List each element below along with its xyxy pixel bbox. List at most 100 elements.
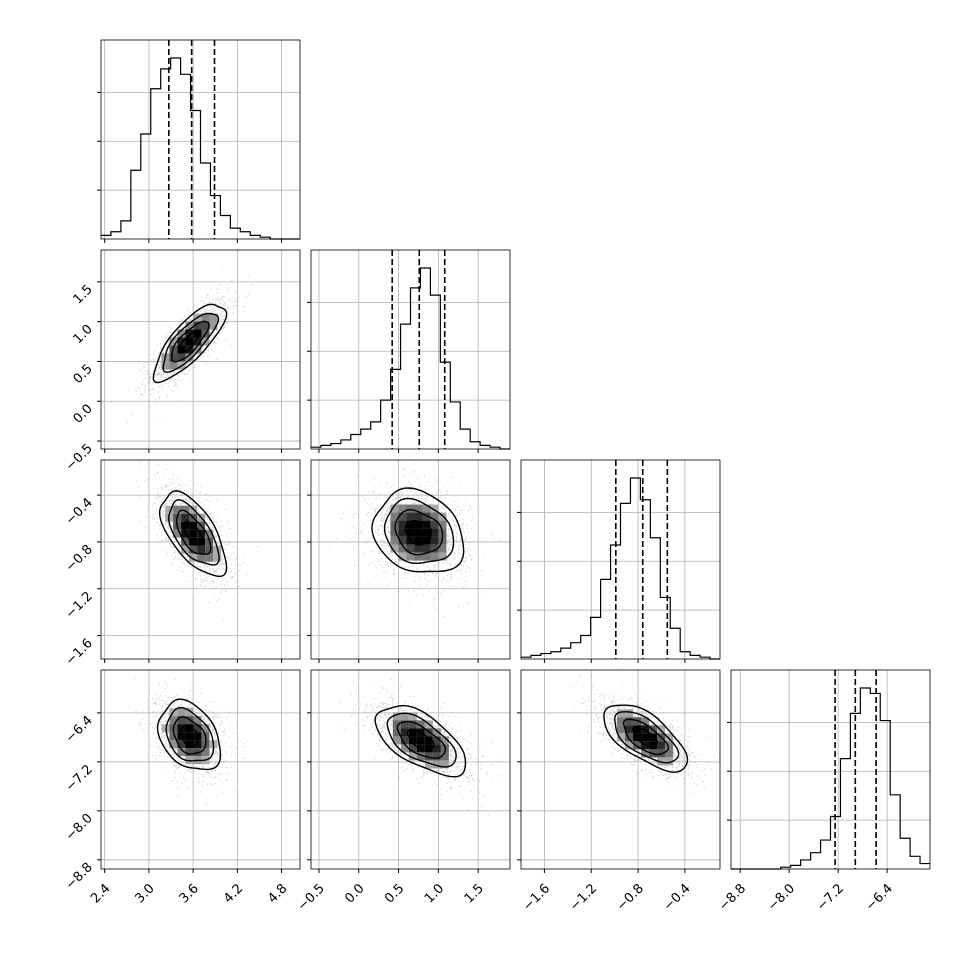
density-cell	[185, 321, 194, 330]
density-cell	[432, 744, 441, 753]
density-cell	[398, 528, 407, 537]
density-cell	[406, 504, 415, 513]
y-tick-label: −1.6	[63, 636, 96, 669]
density-cell	[181, 505, 190, 514]
density-cell	[201, 724, 210, 733]
density-cell	[197, 537, 206, 546]
contour-0	[178, 329, 201, 353]
density-cell	[169, 716, 178, 725]
density-cell	[430, 512, 439, 521]
panel-frame	[730, 669, 931, 870]
y-tick-label: −0.4	[63, 495, 96, 528]
density-cell	[189, 545, 198, 554]
density-cell	[390, 536, 399, 545]
density-cell	[193, 724, 202, 733]
hist-panel-1	[307, 249, 511, 453]
x-tick-label: −0.4	[661, 881, 694, 914]
density-cell	[432, 728, 441, 737]
density-cell	[617, 725, 626, 734]
density-cell	[422, 504, 431, 513]
density-cell	[177, 716, 186, 725]
density-cell	[625, 709, 634, 718]
density-cell	[424, 744, 433, 753]
density-cell	[205, 553, 214, 562]
density-cell	[173, 505, 182, 514]
density-cell	[430, 520, 439, 529]
density-cell	[408, 736, 417, 745]
density-cell	[398, 552, 407, 561]
density-cell	[201, 748, 210, 757]
density-cell	[390, 544, 399, 553]
panel-frame	[100, 249, 301, 450]
density-cell	[430, 536, 439, 545]
density-cell	[665, 741, 674, 750]
density-cell	[422, 528, 431, 537]
x-tick-label: 0.5	[382, 881, 407, 906]
density-cell	[390, 512, 399, 521]
contour-2	[162, 312, 220, 373]
y-tick-label: −8.8	[63, 860, 96, 893]
histogram-step	[731, 687, 930, 870]
x-tick-label: 1.0	[422, 881, 447, 906]
density-cell	[169, 337, 178, 346]
density-cell	[398, 536, 407, 545]
density-cell	[422, 536, 431, 545]
density-cell	[625, 733, 634, 742]
density-cell	[193, 716, 202, 725]
x-tick-label: −0.8	[614, 881, 647, 914]
density-cell	[641, 733, 650, 742]
density-cell	[209, 321, 218, 330]
density-cell	[414, 544, 423, 553]
panel-frame	[310, 459, 511, 660]
contour-2	[614, 711, 680, 764]
density-cell	[424, 736, 433, 745]
pair-panel-3-2	[517, 669, 721, 873]
density-cell	[177, 740, 186, 749]
x-tick-label: 0.0	[342, 881, 367, 906]
density-cell	[400, 744, 409, 753]
density-cell	[617, 733, 626, 742]
panel-frame	[520, 459, 721, 660]
x-tick-label: 4.8	[265, 881, 290, 906]
density-cell	[181, 537, 190, 546]
contour-1	[175, 509, 212, 556]
density-cell	[625, 725, 634, 734]
density-cell	[657, 725, 666, 734]
contour-2	[383, 497, 455, 564]
density-cell	[424, 760, 433, 769]
density-cell	[161, 724, 170, 733]
pair-panel-1-0	[97, 249, 301, 453]
density-cell	[193, 321, 202, 330]
density-cell	[432, 760, 441, 769]
density-cell	[633, 733, 642, 742]
density-cell	[406, 544, 415, 553]
density-cell	[197, 553, 206, 562]
density-cell	[414, 504, 423, 513]
density-cell	[625, 717, 634, 726]
density-cell	[414, 552, 423, 561]
density-cell	[169, 732, 178, 741]
density-cell	[649, 741, 658, 750]
y-tick-label: 1.5	[71, 282, 96, 307]
y-tick-label: −8.0	[63, 811, 96, 844]
contour-3	[156, 698, 222, 771]
density-cell	[641, 717, 650, 726]
histogram-step	[521, 477, 720, 660]
density-cell	[440, 752, 449, 761]
density-cell	[398, 504, 407, 513]
density-cell	[408, 744, 417, 753]
density-cell	[392, 712, 401, 721]
density-cell	[185, 732, 194, 741]
pair-panel-3-0	[97, 669, 301, 873]
density-cell	[408, 720, 417, 729]
density-cell	[185, 708, 194, 717]
density-cell	[641, 749, 650, 758]
x-tick-label: 2.4	[88, 881, 113, 906]
contour-1	[396, 720, 447, 759]
density-cell	[161, 361, 170, 370]
density-cell	[193, 329, 202, 338]
density-cell	[406, 520, 415, 529]
contour-0	[406, 729, 435, 752]
density-cell	[649, 733, 658, 742]
